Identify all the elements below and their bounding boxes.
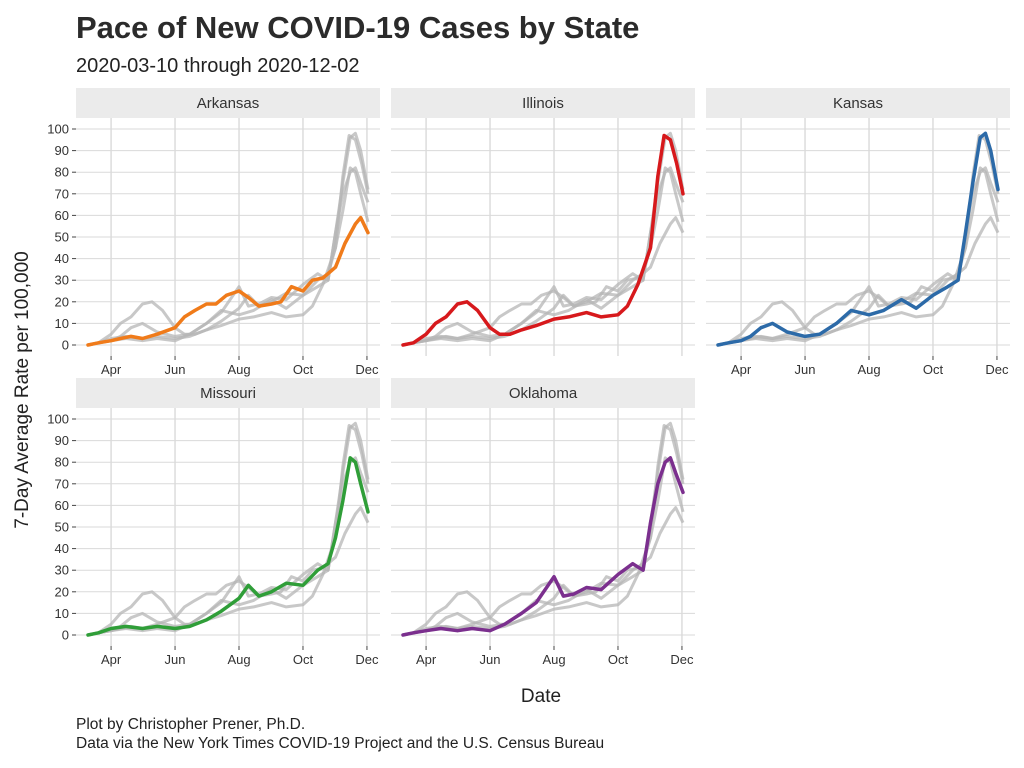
x-tick-label: Oct xyxy=(608,652,629,667)
y-tick-label: 80 xyxy=(55,455,69,470)
y-tick-label: 80 xyxy=(55,165,69,180)
y-axis-title: 7-Day Average Rate per 100,000 xyxy=(12,251,33,528)
x-tick-label: Oct xyxy=(293,362,314,377)
x-tick-label: Dec xyxy=(670,652,694,667)
facet-strip xyxy=(76,378,380,408)
background-series-line xyxy=(717,166,1000,347)
series-line-arkansas xyxy=(86,215,370,347)
x-tick-label: Aug xyxy=(542,652,565,667)
y-tick-label: 0 xyxy=(62,628,69,643)
y-tick-label: 20 xyxy=(55,294,69,309)
x-tick-label: Dec xyxy=(985,362,1009,377)
facet-strip xyxy=(706,88,1010,118)
facet-panel-missouri: Missouri 0 10 20 30 40 50 60 70 80 90 100 Apr Jun Aug O… xyxy=(47,378,380,667)
facet-panel-kansas: Kansas Apr Jun Aug Oct Dec xyxy=(706,88,1010,377)
y-tick-label: 20 xyxy=(55,584,69,599)
x-axis-title: Date xyxy=(521,686,561,707)
background-series-line xyxy=(402,166,685,347)
facet-strip xyxy=(391,88,695,118)
facet-strip xyxy=(76,88,380,118)
y-tick-label: 100 xyxy=(47,122,69,137)
series-line-missouri xyxy=(86,456,370,637)
y-tick-label: 40 xyxy=(55,541,69,556)
x-tick-label: Aug xyxy=(227,362,250,377)
y-tick-label: 60 xyxy=(55,208,69,223)
x-tick-label: Apr xyxy=(416,652,437,667)
background-series-line xyxy=(402,421,685,637)
y-tick-label: 100 xyxy=(47,412,69,427)
page-title: Pace of New COVID-19 Cases by State xyxy=(76,10,640,45)
background-series-line xyxy=(717,166,1000,347)
page-subtitle: 2020-03-10 through 2020-12-02 xyxy=(76,55,360,77)
facet-label: Missouri xyxy=(200,385,256,402)
background-series-line xyxy=(402,166,685,347)
x-tick-label: Jun xyxy=(165,362,186,377)
x-tick-label: Apr xyxy=(101,652,122,667)
series-line-kansas xyxy=(716,131,1000,347)
x-tick-label: Apr xyxy=(731,362,752,377)
y-tick-label: 50 xyxy=(55,520,69,535)
y-tick-label: 40 xyxy=(55,251,69,266)
y-tick-label: 70 xyxy=(55,186,69,201)
x-tick-label: Jun xyxy=(480,652,501,667)
background-series-line xyxy=(87,421,370,637)
y-tick-label: 60 xyxy=(55,498,69,513)
facet-label: Oklahoma xyxy=(509,385,578,402)
y-tick-label: 70 xyxy=(55,476,69,491)
y-tick-label: 30 xyxy=(55,563,69,578)
x-tick-label: Apr xyxy=(101,362,122,377)
y-tick-label: 10 xyxy=(55,606,69,621)
y-tick-label: 90 xyxy=(55,433,69,448)
facet-label: Arkansas xyxy=(197,95,260,112)
facet-strip xyxy=(391,378,695,408)
x-tick-label: Jun xyxy=(165,652,186,667)
caption-author: Plot by Christopher Prener, Ph.D. xyxy=(76,716,306,733)
facet-panel-illinois: Illinois xyxy=(391,88,695,356)
facet-panel-arkansas: Arkansas 0 10 20 30 40 50 60 70 80 90 100 Apr Jun Aug O… xyxy=(47,88,380,377)
y-tick-label: 90 xyxy=(55,143,69,158)
facet-label: Kansas xyxy=(833,95,883,112)
facet-label: Illinois xyxy=(522,95,564,112)
y-tick-label: 10 xyxy=(55,316,69,331)
background-series-line xyxy=(402,131,685,347)
series-line-illinois xyxy=(401,133,685,347)
background-series-line xyxy=(402,456,685,637)
caption: Plot by Christopher Prener, Ph.D. Data v… xyxy=(76,715,604,753)
background-series-line xyxy=(87,456,370,637)
x-tick-label: Aug xyxy=(857,362,880,377)
y-tick-label: 30 xyxy=(55,273,69,288)
series-line-oklahoma xyxy=(401,456,685,637)
facet-panel-oklahoma: Oklahoma Apr Jun Aug Oct Dec xyxy=(391,378,695,667)
caption-source: Data via the New York Times COVID-19 Pro… xyxy=(76,735,605,752)
background-series-line xyxy=(87,131,370,347)
x-tick-label: Jun xyxy=(795,362,816,377)
y-tick-label: 0 xyxy=(62,338,69,353)
x-tick-label: Dec xyxy=(355,362,379,377)
background-series-line xyxy=(87,166,370,347)
x-tick-label: Dec xyxy=(355,652,379,667)
x-tick-label: Oct xyxy=(293,652,314,667)
x-tick-label: Oct xyxy=(923,362,944,377)
y-tick-label: 50 xyxy=(55,230,69,245)
x-tick-label: Aug xyxy=(227,652,250,667)
